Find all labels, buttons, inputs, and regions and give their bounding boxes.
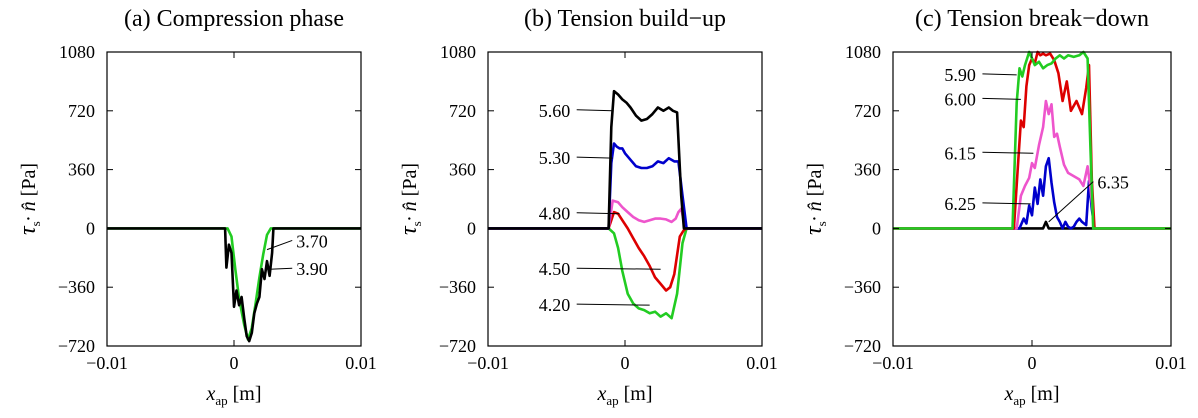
panel-c-annotation-label: 6.00 [944, 89, 976, 109]
panel-a-ytick-label: −720 [58, 336, 95, 356]
panel-b-series-5-30 [488, 142, 762, 230]
panel-b-ylabel: τs· n̂ [Pa] [396, 163, 424, 235]
panel-a-ytick-label: 360 [68, 160, 95, 180]
panel-a-xtick-label: −0.01 [86, 353, 128, 373]
panel-a-xtick-label: 0.01 [345, 353, 377, 373]
panel-a-ytick-label: −360 [58, 277, 95, 297]
panel-a-ytick-label: 0 [86, 218, 95, 238]
panel-c-annotation-leader [982, 73, 1017, 76]
panel-b-annotation-label: 4.50 [539, 259, 571, 279]
panel-b-ytick-label: 720 [449, 101, 476, 121]
panel-c-annotation-leader [982, 202, 1031, 205]
panel-b-xtick-label: −0.01 [467, 353, 509, 373]
panel-c-ytick-label: 360 [854, 160, 881, 180]
panel-b-annotation-leader [576, 303, 650, 306]
panel-b-annotation-leader [576, 212, 620, 215]
panel-b-annotation-label: 5.30 [539, 148, 571, 168]
panel-b-annotation-leader [576, 156, 613, 159]
panel-b-xlabel: xap [m] [596, 383, 652, 408]
panel-c-annotation-label: 6.25 [944, 194, 976, 214]
panel-b-annotation-leader [576, 267, 661, 270]
panel-c-series-6-15 [893, 99, 1171, 230]
panel-b-chart: (b) Tension build−up −720 −360 0 360 720 1080 −… [396, 6, 778, 408]
panel-c-series-5-90 [893, 50, 1171, 230]
panel-a-ytick-label: 1080 [59, 42, 95, 62]
panel-c-title: (c) Tension break−down [915, 6, 1149, 32]
panel-a-xlabel: xap [m] [205, 383, 261, 408]
panel-b-axes-frame [487, 51, 763, 347]
panel-a-annotation-label: 3.70 [296, 231, 328, 251]
panel-b-ytick-label: 0 [467, 218, 476, 238]
panel-a-series-3-70 [107, 227, 361, 341]
panel-c-ytick-label: 720 [854, 101, 881, 121]
panel-b-annotation-label: 4.20 [539, 295, 571, 315]
panel-c-xtick-label: 0 [1028, 353, 1037, 373]
panel-c-ylabel: τs· n̂ [Pa] [801, 163, 829, 235]
panel-a-xtick-label: 0 [230, 353, 239, 373]
panel-b-ytick-label: 360 [449, 160, 476, 180]
panel-a-ytick-label: 720 [68, 101, 95, 121]
panel-b-series-4-80 [488, 199, 762, 230]
panel-c-ytick-label: 1080 [845, 42, 881, 62]
panel-c-annotation-leader [982, 151, 1034, 154]
panel-b-ytick-label: −720 [439, 336, 476, 356]
panel-c-annotation-label: 6.15 [944, 143, 976, 163]
panel-c-xtick-label: 0.01 [1155, 353, 1187, 373]
panel-a-annotation-leader [266, 239, 293, 251]
panel-c-axes-frame [892, 51, 1172, 347]
panel-a-chart: (a) Compression phase −720 −360 0 360 720 1080… [15, 6, 377, 408]
panel-b-ytick-label: −360 [439, 277, 476, 297]
panel-a-series-3-90 [107, 227, 361, 343]
panel-c-ytick-label: 0 [872, 218, 881, 238]
panel-c-xlabel: xap [m] [1003, 383, 1059, 408]
panel-b-xtick-label: 0.01 [746, 353, 778, 373]
panel-a-annotation-label: 3.90 [296, 259, 328, 279]
panel-c-annotation-label: 6.35 [1097, 173, 1129, 193]
panel-b-series-5-60 [488, 89, 762, 230]
panel-b-annotation-label: 5.60 [539, 101, 571, 121]
panel-c-xtick-label: −0.01 [872, 353, 914, 373]
panel-a-title: (a) Compression phase [124, 6, 344, 32]
panel-a-ylabel: τs· n̂ [Pa] [15, 163, 43, 235]
panel-b-annotation-leader [576, 109, 613, 112]
panel-c-annotation-leader [1048, 181, 1094, 223]
panel-c-chart: (c) Tension break−down −720 −360 0 360 720 108… [801, 6, 1187, 408]
panel-b-series-4-20 [488, 227, 762, 320]
panel-b-xtick-label: 0 [621, 353, 630, 373]
panel-a-annotation-leader [269, 267, 293, 270]
panel-c-annotation-leader [982, 97, 1021, 100]
panel-c-annotation-label: 5.90 [944, 65, 976, 85]
panel-c-ytick-label: −360 [844, 277, 881, 297]
panel-b-ytick-label: 1080 [440, 42, 476, 62]
panel-c-series-6-25 [893, 156, 1171, 230]
panel-c-series-6-00 [893, 50, 1171, 230]
panel-b-title: (b) Tension build−up [524, 6, 726, 32]
panel-c-ytick-label: −720 [844, 336, 881, 356]
panel-b-annotation-label: 4.80 [539, 204, 571, 224]
